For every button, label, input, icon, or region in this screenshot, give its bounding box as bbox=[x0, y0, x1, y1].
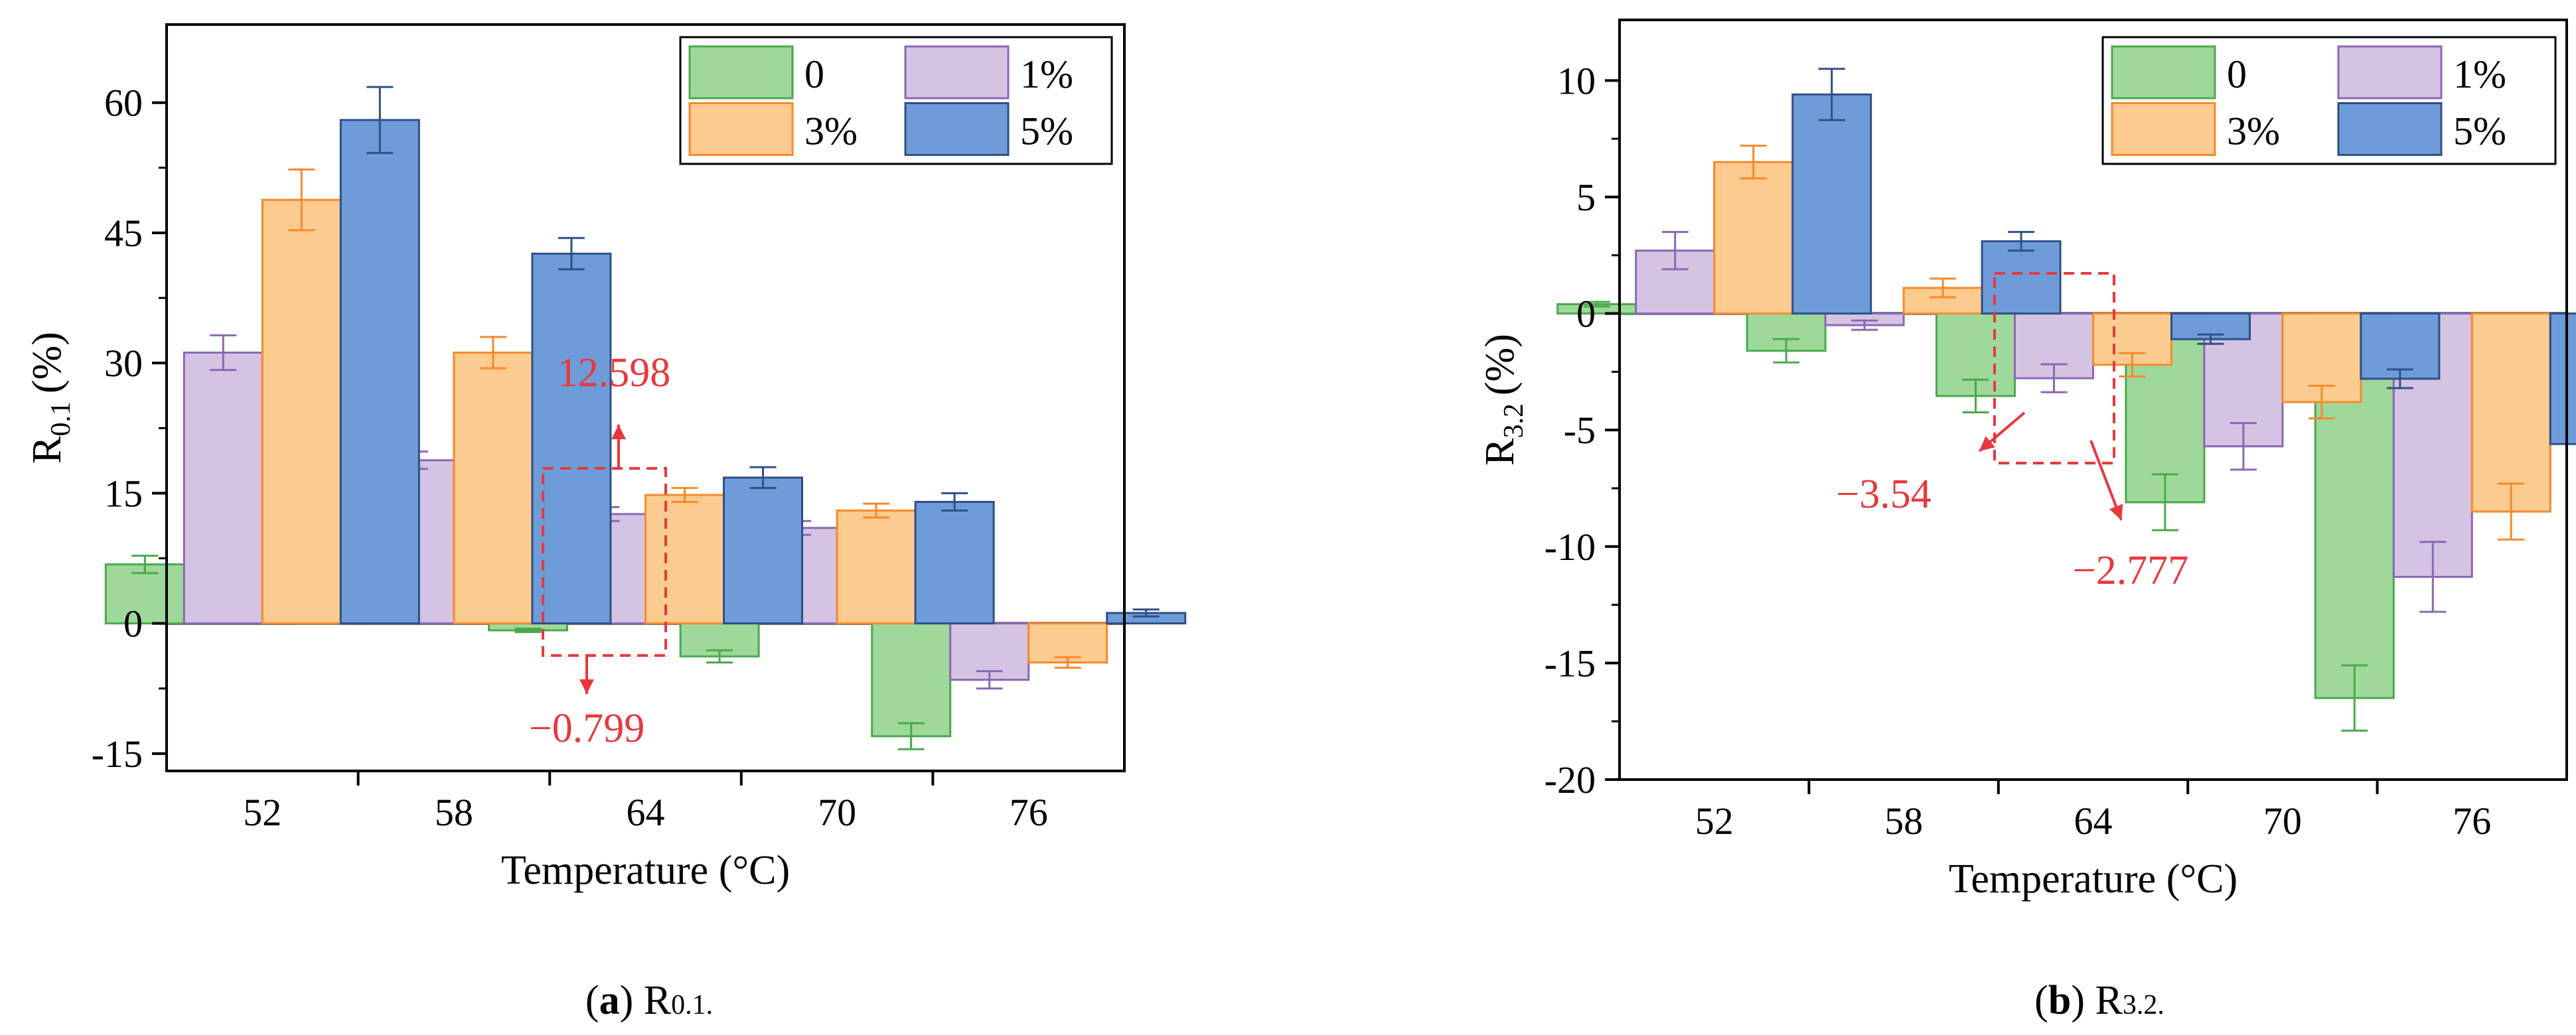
bar bbox=[2470, 312, 2551, 513]
annotation-arrow-2-head bbox=[579, 679, 594, 694]
y-tick-label: 60 bbox=[104, 82, 143, 125]
caption-letter: b bbox=[2048, 978, 2071, 1023]
y-tick-label: -15 bbox=[92, 732, 143, 776]
bar bbox=[836, 510, 917, 625]
legend-swatch bbox=[2337, 45, 2443, 100]
bar bbox=[2360, 312, 2441, 380]
y-tick-label: 45 bbox=[104, 212, 143, 255]
bar bbox=[1791, 93, 1872, 315]
annotation-box bbox=[1993, 272, 2115, 464]
y-axis-title: R0.1 (%) bbox=[25, 332, 76, 464]
legend-swatch bbox=[2111, 102, 2216, 156]
bar bbox=[2549, 312, 2576, 445]
legend-swatch bbox=[2337, 102, 2443, 156]
caption-paren-open: ( bbox=[585, 978, 599, 1023]
bar bbox=[914, 500, 995, 625]
x-axis-title: Temperature (°C) bbox=[1949, 857, 2237, 902]
chart-panel-b: -20 -15 -10 -5 0 5 10 52 58 64 70 76 Temperature (°C… bbox=[1477, 19, 2576, 902]
bar bbox=[871, 622, 952, 738]
annotation-label-1: −3.54 bbox=[1836, 472, 1931, 517]
bar bbox=[531, 252, 612, 625]
bar bbox=[339, 119, 420, 625]
y-tick-label: -15 bbox=[1545, 642, 1596, 685]
plot-frame bbox=[165, 23, 1126, 772]
legend-swatch bbox=[2111, 45, 2216, 100]
x-tick-label: 52 bbox=[243, 791, 281, 834]
legend-label: 3% bbox=[804, 109, 858, 153]
y-tick-label: -5 bbox=[1564, 409, 1596, 452]
x-tick-label: 76 bbox=[1010, 791, 1048, 834]
bar bbox=[644, 494, 725, 625]
x-axis-title: Temperature (°C) bbox=[501, 848, 790, 893]
x-tick-label: 64 bbox=[2074, 799, 2113, 843]
y-tick-label: -20 bbox=[1545, 758, 1596, 801]
x-tick-label: 70 bbox=[818, 791, 856, 834]
y-tick-label: 0 bbox=[123, 602, 143, 646]
legend-label: 0 bbox=[804, 52, 824, 96]
x-tick-label: 58 bbox=[435, 791, 473, 834]
y-tick-label: -10 bbox=[1545, 525, 1596, 569]
caption-sub: 3.2. bbox=[2123, 990, 2164, 1020]
figure-caption-b: (b) R3.2. bbox=[2034, 978, 2164, 1023]
plot-frame bbox=[1618, 19, 2568, 781]
caption-letter: a bbox=[599, 978, 620, 1023]
caption-main: R bbox=[2095, 978, 2123, 1023]
y-tick-label: 30 bbox=[104, 342, 143, 385]
caption-sub: 0.1. bbox=[671, 990, 713, 1020]
y-tick-label: 15 bbox=[104, 472, 143, 515]
annotation-arrow-1-head bbox=[1979, 436, 1995, 451]
annotation-box bbox=[542, 467, 667, 657]
annotation-arrow-1-head bbox=[611, 425, 626, 439]
legend-swatch bbox=[904, 102, 1010, 156]
y-axis-title-unit: (%) bbox=[25, 332, 70, 393]
legend-swatch bbox=[904, 45, 1010, 100]
legend-label: 3% bbox=[2227, 109, 2280, 153]
y-axis-title-sub: 3.2 bbox=[1499, 403, 1529, 439]
x-tick-label: 64 bbox=[627, 791, 665, 834]
legend-label: 1% bbox=[1020, 52, 1073, 96]
legend-label: 0 bbox=[2227, 52, 2247, 96]
y-axis-title-main: R bbox=[25, 436, 70, 464]
annotation-label-2: −2.777 bbox=[2073, 548, 2188, 593]
y-tick-label: 0 bbox=[1576, 293, 1596, 336]
legend: 0 1% 3% 5% bbox=[679, 36, 1113, 165]
caption-main: R bbox=[644, 978, 672, 1023]
x-tick-label: 58 bbox=[1884, 799, 1923, 843]
caption-paren-close: ) bbox=[2071, 978, 2095, 1023]
legend-label: 5% bbox=[2453, 109, 2506, 153]
y-axis-title-main: R bbox=[1477, 438, 1523, 466]
annotation-label-2: −0.799 bbox=[529, 706, 644, 751]
annotation-arrow-2-head bbox=[2109, 504, 2123, 520]
y-tick-label: 5 bbox=[1576, 176, 1596, 219]
annotation-label-1: 12.598 bbox=[558, 350, 671, 395]
bar bbox=[1713, 161, 1794, 315]
caption-paren-open: ( bbox=[2034, 978, 2048, 1023]
legend-label: 5% bbox=[1020, 109, 1073, 153]
legend-swatch bbox=[688, 102, 794, 156]
y-axis-title: R3.2 (%) bbox=[1477, 334, 1529, 466]
bar bbox=[453, 351, 534, 625]
bar bbox=[723, 476, 803, 625]
legend-swatch bbox=[688, 45, 794, 100]
bar bbox=[183, 351, 264, 625]
y-tick-label: 10 bbox=[1557, 59, 1596, 102]
x-tick-label: 76 bbox=[2453, 799, 2491, 843]
x-tick-label: 70 bbox=[2263, 799, 2302, 843]
legend: 0 1% 3% 5% bbox=[2101, 36, 2557, 165]
y-axis-title-unit: (%) bbox=[1477, 334, 1523, 395]
caption-paren-close: ) bbox=[620, 978, 644, 1023]
figure-caption-a: (a) R0.1. bbox=[585, 978, 713, 1023]
bar bbox=[261, 198, 342, 625]
y-axis-title-sub: 0.1 bbox=[46, 401, 76, 437]
x-tick-label: 52 bbox=[1695, 799, 1734, 843]
legend-label: 1% bbox=[2453, 52, 2506, 96]
